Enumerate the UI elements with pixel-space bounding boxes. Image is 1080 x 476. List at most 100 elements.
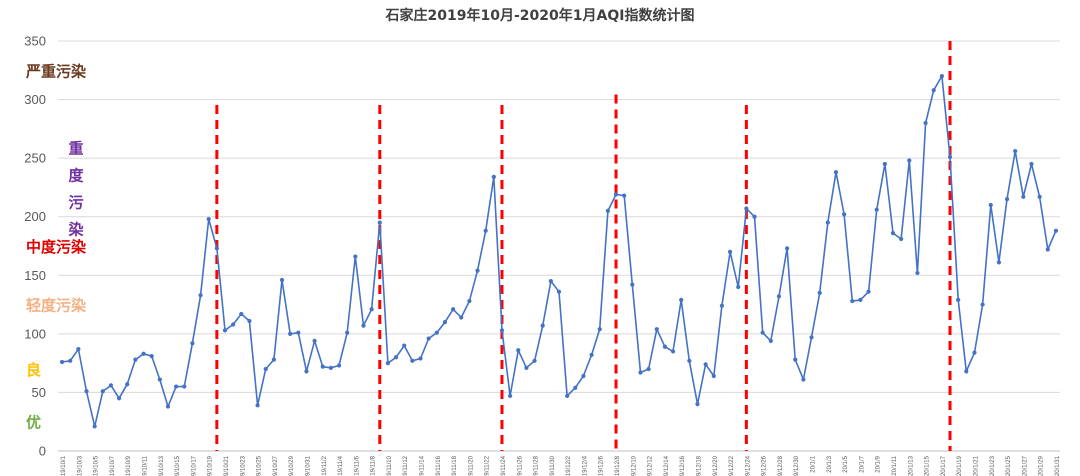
data-point xyxy=(565,393,570,399)
data-point xyxy=(1053,228,1059,233)
data-point xyxy=(532,358,537,363)
data-point xyxy=(475,268,480,273)
x-tick-label: 19/12/6 xyxy=(599,455,605,476)
data-point xyxy=(890,231,896,236)
x-tick-label: 19/10/27 xyxy=(273,455,279,476)
data-point xyxy=(899,236,904,242)
data-point xyxy=(459,315,464,320)
x-tick-label: 19/10/9 xyxy=(126,455,132,476)
x-tick-label: 19/11/4 xyxy=(338,455,344,475)
data-point xyxy=(116,396,122,401)
data-point xyxy=(866,289,871,294)
data-point xyxy=(996,260,1002,265)
data-point xyxy=(809,335,814,340)
data-point xyxy=(622,193,627,198)
data-point xyxy=(711,373,716,379)
x-axis-tick-labels: 19/10/1 19/10/3 19/10/5 19/10/7 19/10/9 19/10… xyxy=(61,455,1061,476)
data-point xyxy=(133,357,138,362)
data-point xyxy=(752,214,757,219)
data-point xyxy=(59,359,65,365)
y-tick-label: 100 xyxy=(24,326,46,341)
data-point xyxy=(100,389,105,394)
data-point xyxy=(141,351,146,356)
x-tick-label: 19/10/5 xyxy=(94,455,100,476)
data-point xyxy=(760,330,765,335)
data-point xyxy=(646,366,651,372)
data-point xyxy=(450,307,456,312)
data-point xyxy=(882,161,887,167)
x-tick-label: 20/1/17 xyxy=(941,455,947,476)
data-point xyxy=(1004,197,1010,202)
x-tick-label: 19/10/31 xyxy=(305,455,311,476)
data-point xyxy=(915,270,920,276)
x-tick-label: 19/12/18 xyxy=(696,455,702,476)
data-point xyxy=(304,369,309,374)
data-point xyxy=(784,246,790,251)
data-point xyxy=(385,361,391,366)
x-tick-label: 19/11/22 xyxy=(485,455,491,476)
data-point xyxy=(850,298,855,304)
data-point xyxy=(108,383,114,388)
data-point xyxy=(907,158,912,163)
x-tick-label: 19/12/10 xyxy=(631,455,637,476)
data-point xyxy=(369,307,374,312)
x-tick-label: 19/11/12 xyxy=(403,455,409,476)
x-tick-label: 19/12/8 xyxy=(615,455,621,476)
data-point xyxy=(353,254,358,259)
data-point xyxy=(605,208,610,213)
x-tick-label: 19/11/30 xyxy=(550,455,556,476)
data-point xyxy=(263,366,268,372)
x-tick-label: 20/1/29 xyxy=(1039,455,1045,476)
data-point xyxy=(190,341,195,346)
x-tick-label: 20/1/27 xyxy=(1022,455,1028,476)
data-point xyxy=(1021,194,1026,199)
data-point xyxy=(516,348,521,353)
x-tick-label: 19/12/14 xyxy=(664,455,670,476)
data-point xyxy=(76,346,81,352)
band-label-char: 污 xyxy=(68,193,83,211)
x-tick-label: 20/1/1 xyxy=(811,455,817,472)
data-point xyxy=(247,318,252,324)
data-point xyxy=(719,303,725,308)
series-aqi xyxy=(59,74,1059,429)
x-tick-label: 19/11/20 xyxy=(468,455,474,476)
x-tick-label: 19/10/7 xyxy=(110,455,116,476)
x-tick-label: 19/10/29 xyxy=(289,455,295,476)
x-tick-label: 19/10/23 xyxy=(240,455,246,476)
x-tick-label: 19/12/30 xyxy=(794,455,800,476)
data-point xyxy=(687,358,692,363)
data-point xyxy=(288,331,293,336)
data-point xyxy=(654,327,659,332)
data-point xyxy=(695,402,700,407)
data-point xyxy=(402,343,407,348)
data-point xyxy=(825,220,830,225)
data-point xyxy=(679,297,684,302)
x-tick-label: 20/1/9 xyxy=(876,455,882,472)
band-label: 轻度污染 xyxy=(26,297,87,315)
x-tick-label: 20/1/31 xyxy=(1055,455,1061,476)
data-point xyxy=(442,320,448,325)
data-point xyxy=(483,228,488,233)
band-label: 中度污染 xyxy=(26,238,87,256)
x-tick-label: 19/12/12 xyxy=(648,455,654,476)
x-tick-label: 20/1/23 xyxy=(990,455,996,476)
chart-title: 石家庄2019年10月-2020年1月AQI指数统计图 xyxy=(385,7,695,24)
data-point xyxy=(182,384,187,389)
band-label: 严重污染 xyxy=(25,62,87,80)
x-tick-label: 19/12/4 xyxy=(582,455,588,476)
series-line xyxy=(61,75,1057,428)
data-point xyxy=(638,370,643,375)
vertical-marker-lines xyxy=(215,41,952,451)
data-point xyxy=(524,365,529,370)
data-point xyxy=(874,207,879,212)
data-point xyxy=(964,369,969,374)
data-point xyxy=(68,358,73,363)
data-point xyxy=(793,357,798,362)
data-point xyxy=(980,302,985,307)
band-label-char: 染 xyxy=(67,220,84,238)
x-tick-label: 19/12/24 xyxy=(745,455,751,476)
x-tick-label: 19/11/2 xyxy=(322,455,328,475)
data-point xyxy=(776,294,782,299)
x-tick-label: 19/10/17 xyxy=(191,455,197,476)
y-tick-label: 0 xyxy=(39,444,46,459)
